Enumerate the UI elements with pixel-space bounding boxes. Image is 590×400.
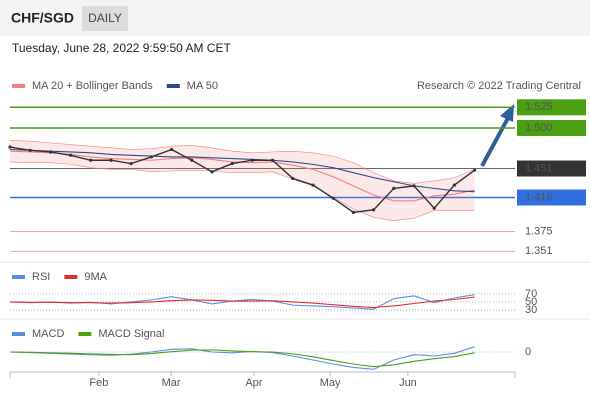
legend-swatch bbox=[12, 332, 25, 336]
x-tick-label: May bbox=[320, 377, 341, 389]
price-point bbox=[412, 184, 416, 188]
x-tick-label: Apr bbox=[245, 377, 262, 389]
legend-swatch bbox=[12, 275, 25, 279]
symbol: CHF/SGD bbox=[11, 10, 74, 26]
timestamp: Tuesday, June 28, 2022 9:59:50 AM CET bbox=[12, 41, 231, 55]
level-box bbox=[517, 99, 586, 116]
bollinger-band bbox=[10, 140, 475, 221]
y-tick-label: 70 bbox=[525, 288, 537, 300]
band-upper bbox=[9, 140, 475, 184]
price-point bbox=[473, 168, 477, 172]
legend-label: MACD Signal bbox=[98, 328, 164, 340]
period[interactable]: DAILY bbox=[88, 11, 122, 25]
level-box bbox=[517, 160, 586, 177]
forecast-arrow bbox=[480, 117, 510, 167]
band-lower bbox=[9, 161, 475, 221]
series-line bbox=[9, 346, 475, 370]
price-point bbox=[48, 150, 53, 154]
legend-swatch bbox=[12, 84, 25, 88]
level-box bbox=[517, 119, 586, 136]
legend-swatch bbox=[166, 84, 180, 88]
price-point bbox=[452, 183, 456, 187]
level-label: 1.416 bbox=[525, 191, 553, 203]
level-box bbox=[517, 189, 586, 206]
x-tick-label: Jun bbox=[399, 377, 417, 389]
level-label: 1.351 bbox=[525, 245, 553, 257]
x-tick-label: Feb bbox=[89, 377, 108, 389]
price-point bbox=[170, 147, 174, 152]
price-point bbox=[149, 155, 153, 159]
price-point bbox=[89, 158, 93, 162]
level-label: 1.451 bbox=[525, 162, 553, 174]
y-tick-label: 50 bbox=[525, 296, 537, 308]
period-box[interactable] bbox=[82, 6, 128, 31]
series-line bbox=[9, 349, 475, 368]
legend-swatch bbox=[78, 332, 92, 336]
price-point bbox=[210, 170, 214, 174]
price-line bbox=[9, 146, 476, 214]
price-point bbox=[432, 206, 436, 210]
price-point bbox=[129, 161, 133, 166]
price-point bbox=[331, 196, 335, 200]
legend-label: MACD bbox=[32, 328, 64, 340]
price-point bbox=[351, 210, 355, 214]
legend-label: MA 20 + Bollinger Bands bbox=[32, 80, 153, 92]
legend-label: 9MA bbox=[84, 271, 107, 283]
price-point bbox=[291, 176, 295, 181]
price-point bbox=[28, 148, 32, 152]
x-tick-label: Mar bbox=[162, 377, 181, 389]
series-line bbox=[9, 296, 475, 309]
arrow-head bbox=[500, 104, 514, 122]
price-point bbox=[230, 161, 234, 166]
source: Research © 2022 Trading Central bbox=[417, 80, 581, 92]
legend-label: MA 50 bbox=[187, 80, 218, 92]
price-point bbox=[190, 158, 194, 162]
legend-label: RSI bbox=[32, 271, 50, 283]
price-point bbox=[372, 208, 376, 212]
price-point bbox=[311, 183, 315, 187]
level-label: 1.375 bbox=[525, 225, 553, 237]
price-point bbox=[69, 153, 73, 157]
level-label: 1.500 bbox=[525, 122, 553, 134]
y-tick-label: 30 bbox=[525, 304, 537, 316]
price-point bbox=[392, 186, 396, 190]
y-tick-label: 0 bbox=[525, 346, 531, 358]
price-point bbox=[8, 145, 12, 149]
legend-swatch bbox=[64, 275, 78, 279]
price-point bbox=[250, 158, 254, 162]
price-point bbox=[109, 158, 113, 162]
level-label: 1.525 bbox=[525, 101, 553, 113]
price-point bbox=[271, 158, 275, 162]
series-line bbox=[9, 148, 475, 193]
